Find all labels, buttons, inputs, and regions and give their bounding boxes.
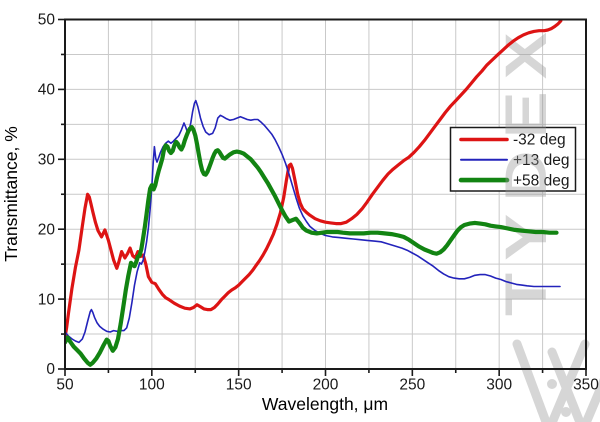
series-layer <box>64 19 563 367</box>
legend: -32 deg +13 deg +58 deg <box>449 126 577 192</box>
y-tick-label: 10 <box>38 291 56 308</box>
x-tick-label: 350 <box>573 377 599 394</box>
y-tick-label: 30 <box>38 152 56 169</box>
x-tick-label: 150 <box>226 377 252 394</box>
series-line-58deg <box>64 124 559 367</box>
legend-item-label: +58 deg <box>513 172 569 189</box>
watermark-text: TYDEX <box>494 20 559 316</box>
legend-item: -32 deg <box>459 132 566 149</box>
logo-dot <box>537 406 545 414</box>
legend-item: +58 deg <box>458 172 569 189</box>
x-tick-label: 300 <box>486 377 512 394</box>
series-line-32deg <box>64 19 563 340</box>
y-axis-title: Transmittance, % <box>1 126 21 262</box>
logo-stroke <box>547 347 585 422</box>
logo-stroke <box>512 339 551 422</box>
series-line-13deg <box>64 99 561 344</box>
logo-dot <box>561 407 571 417</box>
watermark: TYDEX <box>494 20 600 422</box>
x-tick-label: 200 <box>313 377 339 394</box>
y-tick-label: 40 <box>38 82 56 99</box>
y-tick-label: 20 <box>38 221 56 238</box>
x-tick-label: 250 <box>399 377 425 394</box>
axis-layer: 50 100 150 200 250 300 350 0 10 20 30 40 50 <box>38 12 600 394</box>
logo-stroke <box>547 339 590 422</box>
x-axis-title: Wavelength, μm <box>262 394 388 414</box>
x-tick-label: 100 <box>139 377 165 394</box>
legend-item-label: +13 deg <box>513 152 569 169</box>
legend-item: +13 deg <box>460 152 569 169</box>
y-tick-label: 50 <box>38 12 56 29</box>
y-tick-label: 0 <box>46 361 55 378</box>
tydex-logo-icon <box>512 339 600 422</box>
x-tick-label: 50 <box>56 377 74 394</box>
legend-item-label: -32 deg <box>513 132 566 149</box>
logo-dot <box>547 379 557 389</box>
